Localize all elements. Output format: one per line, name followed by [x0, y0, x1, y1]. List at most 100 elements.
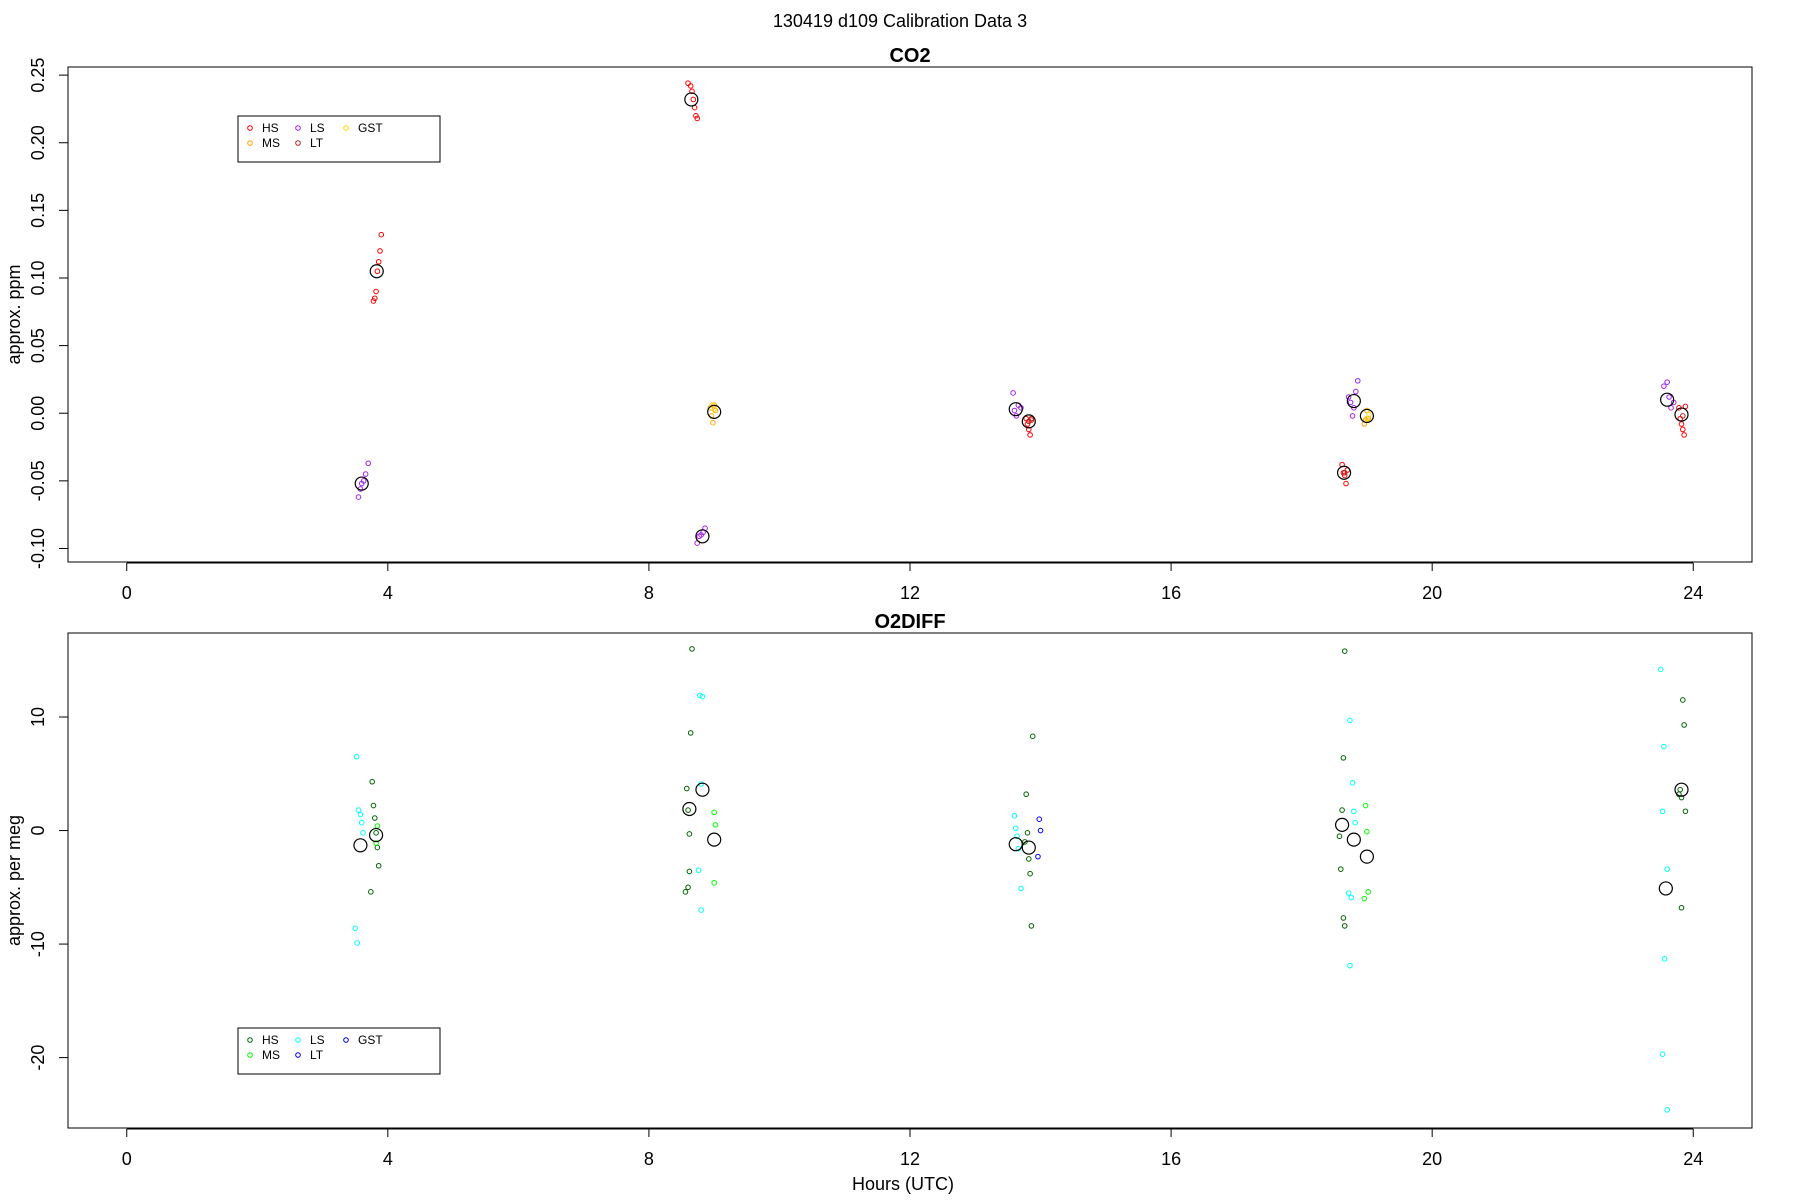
o2diff-point-hs	[374, 844, 381, 851]
co2-point-hs	[374, 268, 381, 275]
co2-mean-marker	[1660, 392, 1675, 407]
o2diff-panel: O2DIFF 0 4 8 12 16 20 24 -20 -10 0 10 approx. per me…	[4, 611, 1753, 1169]
o2diff-point-hs	[685, 807, 691, 813]
co2-point-ls	[355, 494, 362, 500]
o2diff-point-ms	[374, 823, 381, 829]
o2diff-point-hs	[1336, 833, 1343, 840]
co2-y-tick-label: 0.05	[28, 328, 48, 363]
co2-point-hs	[1681, 432, 1687, 438]
o2diff-point-hs	[1028, 923, 1035, 929]
co2-panel: CO2 0 4 8 12 16 20 24 -0.10 -0.05 0.00 0.05 0.10 0.15…	[4, 45, 1753, 603]
co2-x-tick-label: 12	[900, 583, 920, 603]
co2-point-hs	[685, 80, 691, 87]
o2diff-point-hs	[1023, 791, 1029, 798]
o2diff-point-hs	[1678, 794, 1685, 801]
o2diff-point-ls	[1657, 666, 1664, 673]
co2-point-ls	[1666, 394, 1672, 400]
co2-point-ls	[1349, 413, 1356, 419]
co2-y-tick-label: -0.10	[28, 528, 48, 569]
o2diff-legend-marker-gst	[343, 1037, 349, 1043]
o2diff-point-ls	[1012, 825, 1019, 832]
co2-x-tick-label: 0	[122, 583, 132, 603]
co2-mean-marker	[1336, 465, 1352, 480]
o2diff-point-hs	[685, 884, 691, 891]
o2diff-point-hs	[370, 802, 377, 809]
co2-mean-marker	[684, 92, 699, 107]
o2diff-legend-marker-ls	[295, 1037, 301, 1043]
co2-mean-marker	[1021, 414, 1036, 429]
o2diff-point-hs	[1029, 733, 1036, 740]
o2diff-panel-title: O2DIFF	[874, 611, 945, 633]
o2diff-point-hs	[1678, 904, 1685, 911]
co2-y-axis-label: approx. ppm	[4, 264, 24, 364]
co2-y-tick-label: 0.10	[28, 260, 48, 295]
co2-x-tick-label: 16	[1161, 583, 1181, 603]
o2diff-x-tick-label: 12	[900, 1149, 920, 1169]
o2diff-point-hs	[369, 778, 375, 785]
co2-point-hs	[694, 115, 701, 122]
o2diff-point-ms	[1364, 828, 1370, 835]
co2-point-lt	[1341, 469, 1348, 476]
o2diff-point-hs	[686, 831, 693, 837]
o2diff-mean-marker	[1359, 849, 1374, 864]
o2diff-point-ls	[1347, 962, 1353, 969]
co2-mean-marker	[695, 529, 710, 544]
co2-mean-marker	[1346, 393, 1361, 409]
o2diff-y-tick-label: 0	[28, 826, 48, 836]
o2diff-point-hs	[1677, 786, 1684, 793]
co2-point-ls	[1351, 405, 1357, 411]
co2-point-hs	[1341, 472, 1348, 479]
o2diff-x-tick-label: 0	[122, 1149, 132, 1169]
o2diff-mean-marker	[368, 827, 384, 843]
o2diff-point-ls	[357, 811, 364, 818]
o2diff-x-tick-label: 4	[383, 1149, 393, 1169]
co2-point-ls	[1661, 383, 1667, 389]
o2diff-point-ls	[1352, 819, 1358, 826]
o2diff-point-hs	[1340, 755, 1347, 761]
co2-point-hs	[370, 298, 377, 304]
co2-mean-marker	[707, 404, 722, 419]
co2-point-hs	[371, 295, 378, 302]
o2diff-point-hs	[686, 868, 693, 875]
co2-mean-marker	[1008, 402, 1023, 417]
co2-legend-label-hs: HS	[262, 121, 279, 135]
o2diff-point-ls	[1014, 833, 1020, 840]
co2-point-ms	[712, 407, 719, 414]
o2diff-point-hs	[1024, 830, 1031, 836]
o2diff-legend-label-lt: LT	[310, 1048, 324, 1062]
o2diff-mean-marker	[1008, 837, 1023, 852]
o2diff-x-tick-label: 20	[1422, 1149, 1442, 1169]
co2-point-hs	[1024, 421, 1031, 427]
o2diff-y-axis-label: approx. per meg	[4, 815, 24, 946]
co2-point-lt	[1680, 413, 1686, 419]
co2-mean-marker	[369, 264, 384, 279]
co2-panel-title: CO2	[889, 45, 930, 67]
o2diff-point-ls	[358, 819, 365, 826]
o2diff-point-hs	[1681, 722, 1687, 728]
o2diff-point-ls	[698, 907, 704, 913]
o2diff-point-lt	[1035, 853, 1041, 860]
co2-point-ls	[1347, 399, 1354, 406]
co2-legend-label-gst: GST	[358, 121, 383, 135]
co2-point-hs	[373, 288, 379, 295]
co2-point-ls	[365, 460, 372, 467]
co2-point-ms	[710, 419, 716, 426]
o2diff-mean-marker	[1658, 881, 1673, 896]
co2-legend-marker-ls	[295, 125, 301, 131]
co2-legend-marker-ms	[247, 140, 253, 146]
o2diff-point-hs	[373, 830, 379, 836]
co2-point-ls	[1664, 379, 1670, 385]
o2diff-point-ls	[1661, 956, 1668, 962]
o2diff-point-hs	[1680, 697, 1686, 703]
o2diff-point-ms	[373, 840, 379, 846]
o2diff-legend-label-ms: MS	[262, 1048, 280, 1062]
o2diff-x-tick-label: 16	[1161, 1149, 1181, 1169]
o2diff-point-ls	[1347, 717, 1353, 724]
o2diff-point-ls	[697, 692, 703, 699]
o2diff-point-ms	[712, 822, 719, 828]
o2diff-mean-marker	[1334, 817, 1350, 832]
co2-point-hs	[1025, 426, 1032, 433]
o2diff-point-ls	[1345, 890, 1352, 896]
o2diff-mean-marker	[353, 838, 368, 853]
o2diff-point-ms	[1365, 889, 1372, 895]
